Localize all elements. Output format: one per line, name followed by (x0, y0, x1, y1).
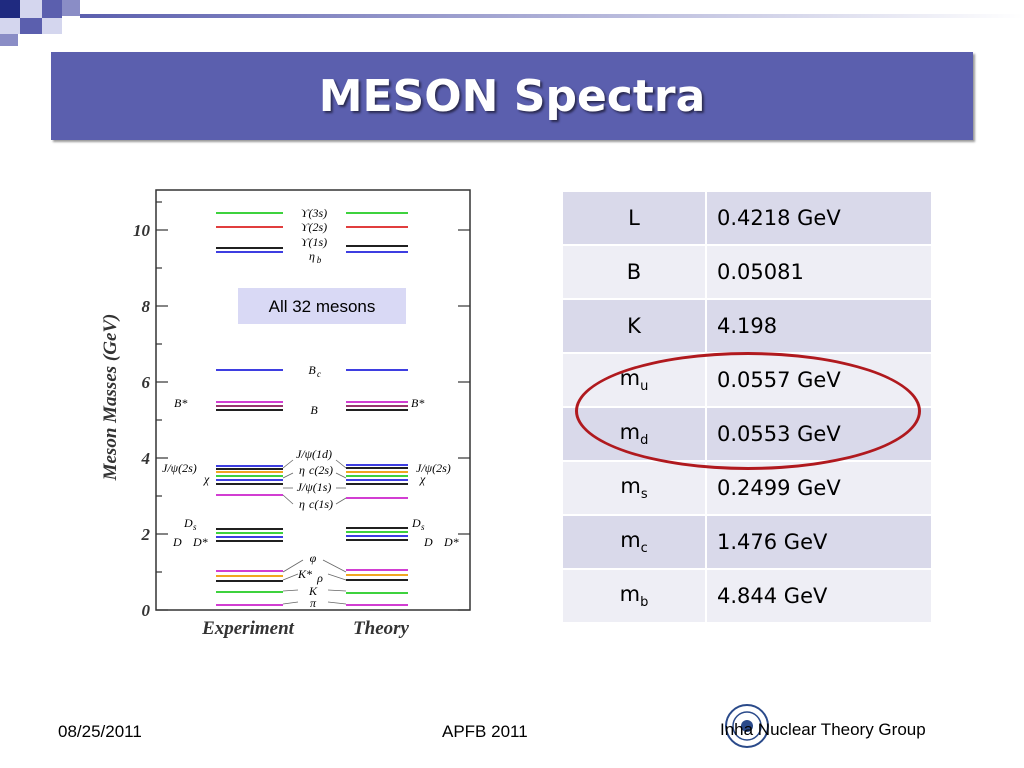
y-tick-4: 4 (141, 449, 151, 468)
label-bstar-left: B* (174, 396, 187, 410)
param-symbol-text: B (626, 260, 642, 284)
experiment-levels (216, 212, 283, 606)
param-value: 0.4218 GeV (705, 190, 933, 246)
theory-levels (346, 212, 408, 606)
label-dd-left: D (172, 535, 182, 549)
title-bar: MESON Spectra (51, 52, 973, 140)
label-ds-right: D (411, 516, 421, 530)
param-value: 1.476 GeV (705, 514, 933, 570)
label-upsilon-1s: ϒ(1s) (301, 235, 327, 249)
table-row: mb 4.844 GeV (561, 568, 933, 624)
table-row: mc 1.476 GeV (561, 514, 933, 570)
param-subscript: s (640, 487, 648, 503)
university-seal-icon (725, 704, 769, 748)
tick-marks (156, 201, 470, 611)
param-symbol: B (561, 244, 707, 300)
label-dd-right: D (423, 535, 433, 549)
y-axis-label: Meson Masses (GeV) (100, 314, 121, 482)
label-bbar-center: B (310, 403, 318, 417)
label-eta-c1s-sub: c(1s) (309, 497, 333, 511)
plot-frame (155, 189, 471, 611)
label-jpsi-1d: J/ψ(1d) (296, 447, 332, 461)
param-value: 0.05081 (705, 244, 933, 300)
x-label-theory: Theory (353, 618, 410, 639)
callout-box (238, 288, 406, 324)
table-row: ms 0.2499 GeV (561, 460, 933, 516)
connector-lines (282, 459, 347, 605)
y-tick-6: 6 (142, 373, 151, 392)
label-ds-left-sub: s (193, 522, 197, 532)
label-dstar-right: D* (443, 535, 459, 549)
param-symbol: ms (561, 460, 707, 516)
label-bc-sub: c (317, 369, 321, 379)
param-symbol: L (561, 190, 707, 246)
label-eta-c2s-sub: c(2s) (309, 463, 333, 477)
param-value: 4.198 (705, 298, 933, 354)
label-phi: φ (310, 551, 317, 565)
label-kstar: K* (297, 567, 312, 581)
table-row: B 0.05081 (561, 244, 933, 300)
label-pion: π (310, 596, 317, 610)
callout-text: All 32 mesons (269, 297, 376, 316)
footer-event: APFB 2011 (442, 722, 528, 741)
param-value: 4.844 GeV (705, 568, 933, 624)
label-bstar-right: B* (411, 396, 424, 410)
table-row: L 0.4218 GeV (561, 190, 933, 246)
label-chi-right: χ (419, 472, 426, 486)
y-tick-8: 8 (142, 297, 151, 316)
label-rho: ρ (316, 571, 323, 585)
param-symbol-text: m (619, 581, 641, 606)
param-subscript: c (640, 541, 648, 557)
label-eta-c2s: η (299, 463, 305, 477)
footer-date: 08/25/2011 (58, 722, 142, 741)
label-kaon: K (308, 584, 318, 598)
label-jpsi-2s-left: J/ψ(2s) (162, 461, 197, 475)
meson-spectrum-figure: Meson Masses (GeV) 0 2 4 6 8 10 (100, 189, 471, 639)
label-upsilon-2s: ϒ(2s) (301, 220, 327, 234)
param-symbol-text: m (620, 473, 641, 498)
param-symbol-text: K (627, 314, 641, 338)
param-symbol-text: m (620, 527, 641, 552)
y-tick-2: 2 (141, 525, 151, 544)
param-symbol-text: L (628, 206, 640, 230)
label-upsilon-3s: ϒ(3s) (301, 206, 327, 220)
highlight-oval (575, 352, 921, 470)
label-bc: B (308, 363, 316, 377)
label-eta-c1s: η (299, 497, 305, 511)
slide-title: MESON Spectra (318, 70, 706, 122)
param-symbol: mc (561, 514, 707, 570)
label-ds-right-sub: s (421, 522, 425, 532)
footer-group: Inha Nuclear Theory Group (720, 720, 926, 739)
header-decoration (0, 0, 1024, 46)
param-subscript: b (640, 595, 649, 611)
label-dstar-left: D* (192, 535, 208, 549)
label-ds-left: D (183, 516, 193, 530)
label-jpsi-2s-right: J/ψ(2s) (416, 461, 451, 475)
y-tick-0: 0 (142, 601, 151, 620)
table-row: K 4.198 (561, 298, 933, 354)
y-tick-10: 10 (133, 221, 151, 240)
x-label-experiment: Experiment (201, 618, 295, 639)
label-eta-b-sub: b (317, 255, 322, 265)
param-symbol: K (561, 298, 707, 354)
param-symbol: mb (561, 568, 707, 624)
label-eta-b: η (309, 249, 315, 263)
label-jpsi-1s: J/ψ(1s) (297, 480, 332, 494)
label-chi-left: χ (203, 472, 210, 486)
